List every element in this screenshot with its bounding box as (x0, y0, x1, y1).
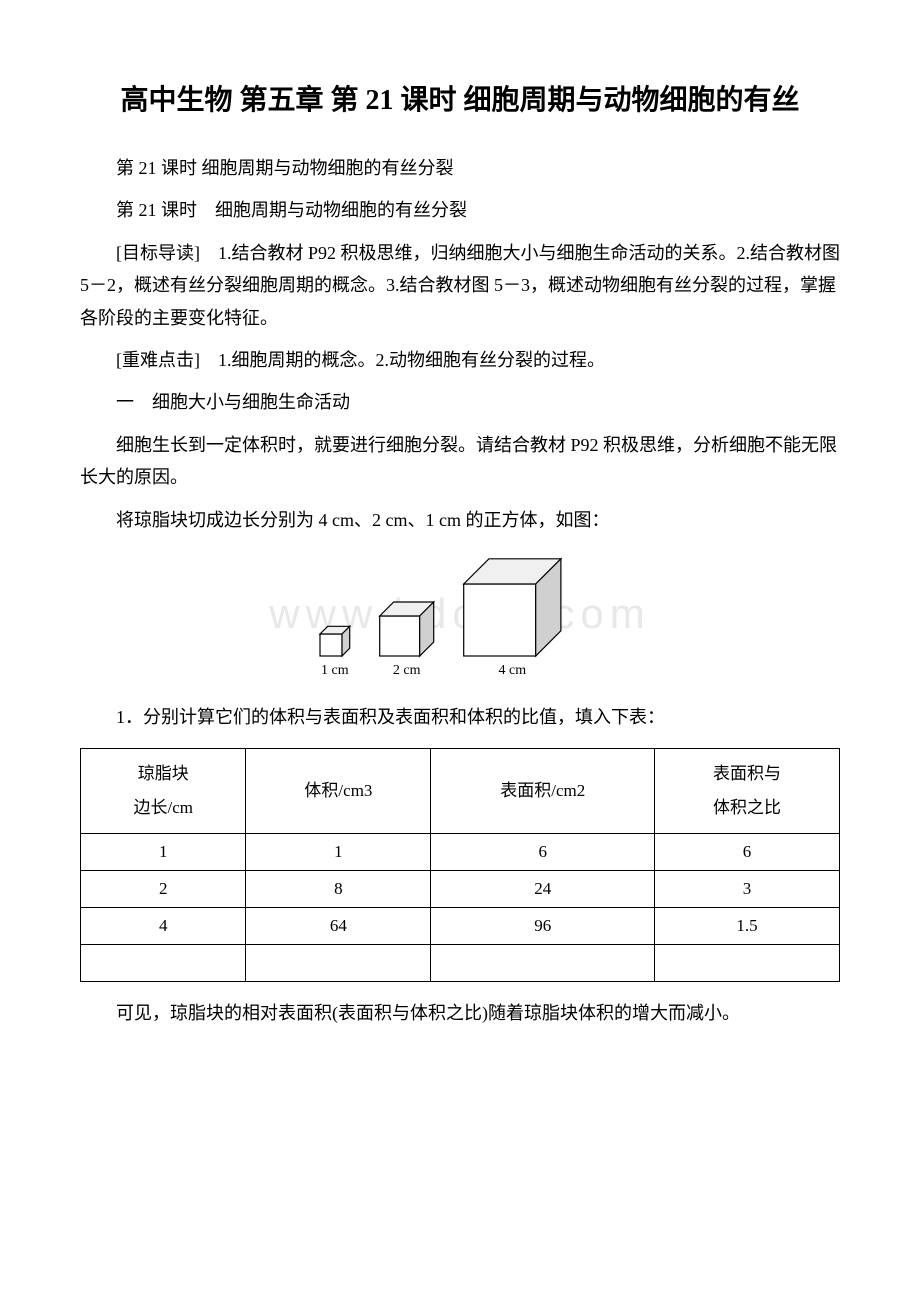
table-row: 464961.5 (81, 908, 840, 945)
table-cell: 6 (431, 834, 655, 871)
page-title: 高中生物 第五章 第 21 课时 细胞周期与动物细胞的有丝 (80, 80, 840, 122)
table-header-cell: 表面积与体积之比 (655, 749, 840, 834)
svg-text:2 cm: 2 cm (393, 663, 421, 678)
table-cell (431, 945, 655, 982)
section-1-heading: 一 细胞大小与细胞生命活动 (80, 386, 840, 418)
document-content: 高中生物 第五章 第 21 课时 细胞周期与动物细胞的有丝 第 21 课时 细胞… (80, 80, 840, 1030)
table-cell: 1.5 (655, 908, 840, 945)
table-cell: 96 (431, 908, 655, 945)
subtitle-1: 第 21 课时 细胞周期与动物细胞的有丝分裂 (80, 152, 840, 184)
table-cell: 24 (431, 871, 655, 908)
table-cell: 64 (246, 908, 431, 945)
data-table: 琼脂块边长/cm体积/cm3表面积/cm2表面积与体积之比11662824346… (80, 748, 840, 982)
table-row (81, 945, 840, 982)
cubes-diagram: 1 cm 2 cm 4 cm (300, 551, 620, 681)
question-1: 1．分别计算它们的体积与表面积及表面积和体积的比值，填入下表： (80, 701, 840, 733)
table-cell: 1 (81, 834, 246, 871)
svg-text:4 cm: 4 cm (498, 663, 526, 678)
svg-text:1 cm: 1 cm (321, 663, 349, 678)
table-cell (81, 945, 246, 982)
objective-paragraph: [目标导读] 1.结合教材 P92 积极思维，归纳细胞大小与细胞生命活动的关系。… (80, 237, 840, 334)
table-cell (655, 945, 840, 982)
table-header-cell: 表面积/cm2 (431, 749, 655, 834)
table-header-cell: 琼脂块边长/cm (81, 749, 246, 834)
subtitle-2: 第 21 课时 细胞周期与动物细胞的有丝分裂 (80, 194, 840, 226)
intro-paragraph: 细胞生长到一定体积时，就要进行细胞分裂。请结合教材 P92 积极思维，分析细胞不… (80, 429, 840, 494)
table-cell: 1 (246, 834, 431, 871)
table-cell: 8 (246, 871, 431, 908)
table-header-cell: 体积/cm3 (246, 749, 431, 834)
conclusion-paragraph: 可见，琼脂块的相对表面积(表面积与体积之比)随着琼脂块体积的增大而减小。 (80, 997, 840, 1029)
table-row: 28243 (81, 871, 840, 908)
table-cell: 6 (655, 834, 840, 871)
cubes-description: 将琼脂块切成边长分别为 4 cm、2 cm、1 cm 的正方体，如图： (80, 504, 840, 536)
table-cell (246, 945, 431, 982)
cubes-figure: 1 cm 2 cm 4 cm (80, 551, 840, 686)
table-cell: 4 (81, 908, 246, 945)
table-cell: 3 (655, 871, 840, 908)
table-cell: 2 (81, 871, 246, 908)
table-row: 1166 (81, 834, 840, 871)
keypoint-paragraph: [重难点击] 1.细胞周期的概念。2.动物细胞有丝分裂的过程。 (80, 344, 840, 376)
